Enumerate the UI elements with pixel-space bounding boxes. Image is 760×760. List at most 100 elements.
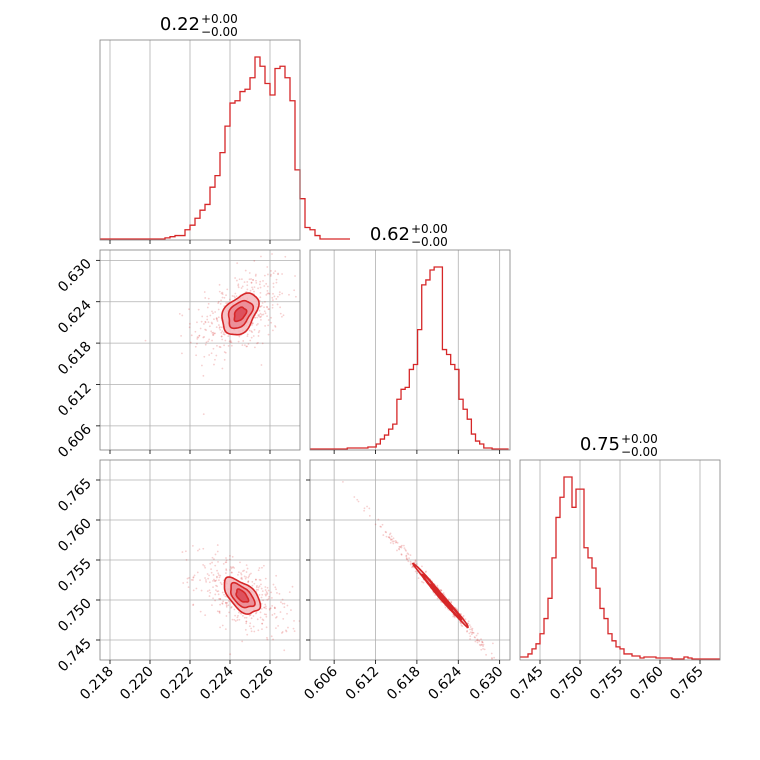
scatter-point xyxy=(220,583,223,586)
scatter-point xyxy=(259,316,262,319)
scatter-point xyxy=(283,606,286,609)
scatter-point xyxy=(474,636,476,639)
scatter-point xyxy=(249,613,252,616)
scatter-point xyxy=(224,628,227,631)
scatter-point xyxy=(266,315,268,318)
scatter-point xyxy=(510,676,512,678)
scatter-point xyxy=(271,296,274,299)
scatter-point xyxy=(277,624,280,627)
scatter-point xyxy=(222,562,225,565)
scatter-point xyxy=(214,564,217,567)
scatter-point xyxy=(277,273,279,276)
scatter-point xyxy=(219,598,222,600)
scatter-point xyxy=(246,345,248,348)
scatter-point xyxy=(405,555,408,558)
scatter-point xyxy=(238,618,241,621)
scatter-point xyxy=(221,591,224,594)
scatter-point xyxy=(247,580,250,583)
scatter-point xyxy=(182,582,185,584)
scatter-point xyxy=(272,292,274,295)
xtick-label-param-2-0: 0.745 xyxy=(507,664,547,704)
scatter-point xyxy=(257,629,260,632)
scatter-point xyxy=(414,559,417,562)
title-param-2: 0.75 xyxy=(580,434,620,455)
scatter-point xyxy=(192,603,195,606)
scatter-point xyxy=(356,498,359,501)
scatter-point xyxy=(228,611,231,614)
scatter-point xyxy=(273,612,276,615)
scatter-point xyxy=(198,334,201,337)
scatter-point xyxy=(510,675,512,677)
scatter-point xyxy=(265,282,268,285)
scatter-point xyxy=(196,342,198,345)
scatter-point xyxy=(241,640,244,643)
scatter-point xyxy=(368,514,371,517)
scatter-point xyxy=(181,314,184,317)
scatter-point xyxy=(285,630,288,633)
scatter-point xyxy=(185,558,188,561)
scatter-point xyxy=(264,593,267,596)
scatter-point xyxy=(207,302,210,305)
contour-level-2-r2c1 xyxy=(430,583,454,610)
scatter-point xyxy=(230,571,233,574)
scatter-point xyxy=(257,335,260,337)
scatter-point xyxy=(220,331,223,334)
scatter-point xyxy=(274,616,277,619)
scatter-point xyxy=(246,288,249,291)
scatter-point xyxy=(214,599,216,602)
scatter-point xyxy=(215,317,218,320)
scatter-point xyxy=(201,364,203,367)
scatter-point xyxy=(220,335,223,338)
scatter-point xyxy=(254,274,257,277)
scatter-point xyxy=(377,518,380,521)
scatter-point xyxy=(286,612,288,615)
scatter-point xyxy=(218,576,221,579)
ytick-label-param-2-0: 0.745 xyxy=(55,636,95,676)
scatter-point xyxy=(251,580,254,583)
scatter-point xyxy=(485,653,487,656)
scatter-point xyxy=(476,639,478,642)
scatter-point xyxy=(469,628,471,631)
scatter-point xyxy=(281,631,284,633)
scatter-point xyxy=(392,540,395,543)
scatter-point xyxy=(245,564,248,567)
scatter-point xyxy=(399,546,402,549)
scatter-point xyxy=(249,339,252,342)
scatter-point xyxy=(246,281,249,283)
scatter-point xyxy=(262,280,264,282)
scatter-point xyxy=(357,500,360,503)
scatter-point xyxy=(224,595,227,598)
scatter-point xyxy=(271,299,274,301)
scatter-point xyxy=(243,616,246,619)
scatter-point xyxy=(203,565,206,567)
scatter-point xyxy=(220,326,223,329)
scatter-point xyxy=(257,589,260,591)
scatter-point xyxy=(219,302,222,305)
scatter-point xyxy=(210,568,212,571)
scatter-point xyxy=(253,260,256,262)
scatter-point xyxy=(243,569,245,572)
scatter-point xyxy=(279,312,282,315)
scatter-point xyxy=(198,334,201,337)
scatter-point xyxy=(237,573,239,576)
scatter-point xyxy=(228,340,231,343)
scatter-point xyxy=(211,604,213,607)
scatter-point xyxy=(471,631,474,634)
scatter-point xyxy=(248,575,250,578)
scatter-point xyxy=(267,319,270,321)
scatter-point xyxy=(234,620,237,622)
scatter-point xyxy=(279,611,282,613)
scatter-point xyxy=(231,555,234,558)
scatter-point xyxy=(251,584,254,587)
scatter-point xyxy=(206,573,209,575)
scatter-point xyxy=(237,340,240,343)
scatter-point xyxy=(474,640,477,643)
scatter-point xyxy=(271,605,274,607)
scatter-point xyxy=(208,589,211,592)
scatter-point xyxy=(244,269,247,272)
scatter-point xyxy=(229,569,231,571)
scatter-point xyxy=(468,632,471,635)
scatter-point xyxy=(218,345,221,348)
scatter-point xyxy=(218,290,221,293)
xtick-label-param-1-0: 0.606 xyxy=(301,663,341,703)
